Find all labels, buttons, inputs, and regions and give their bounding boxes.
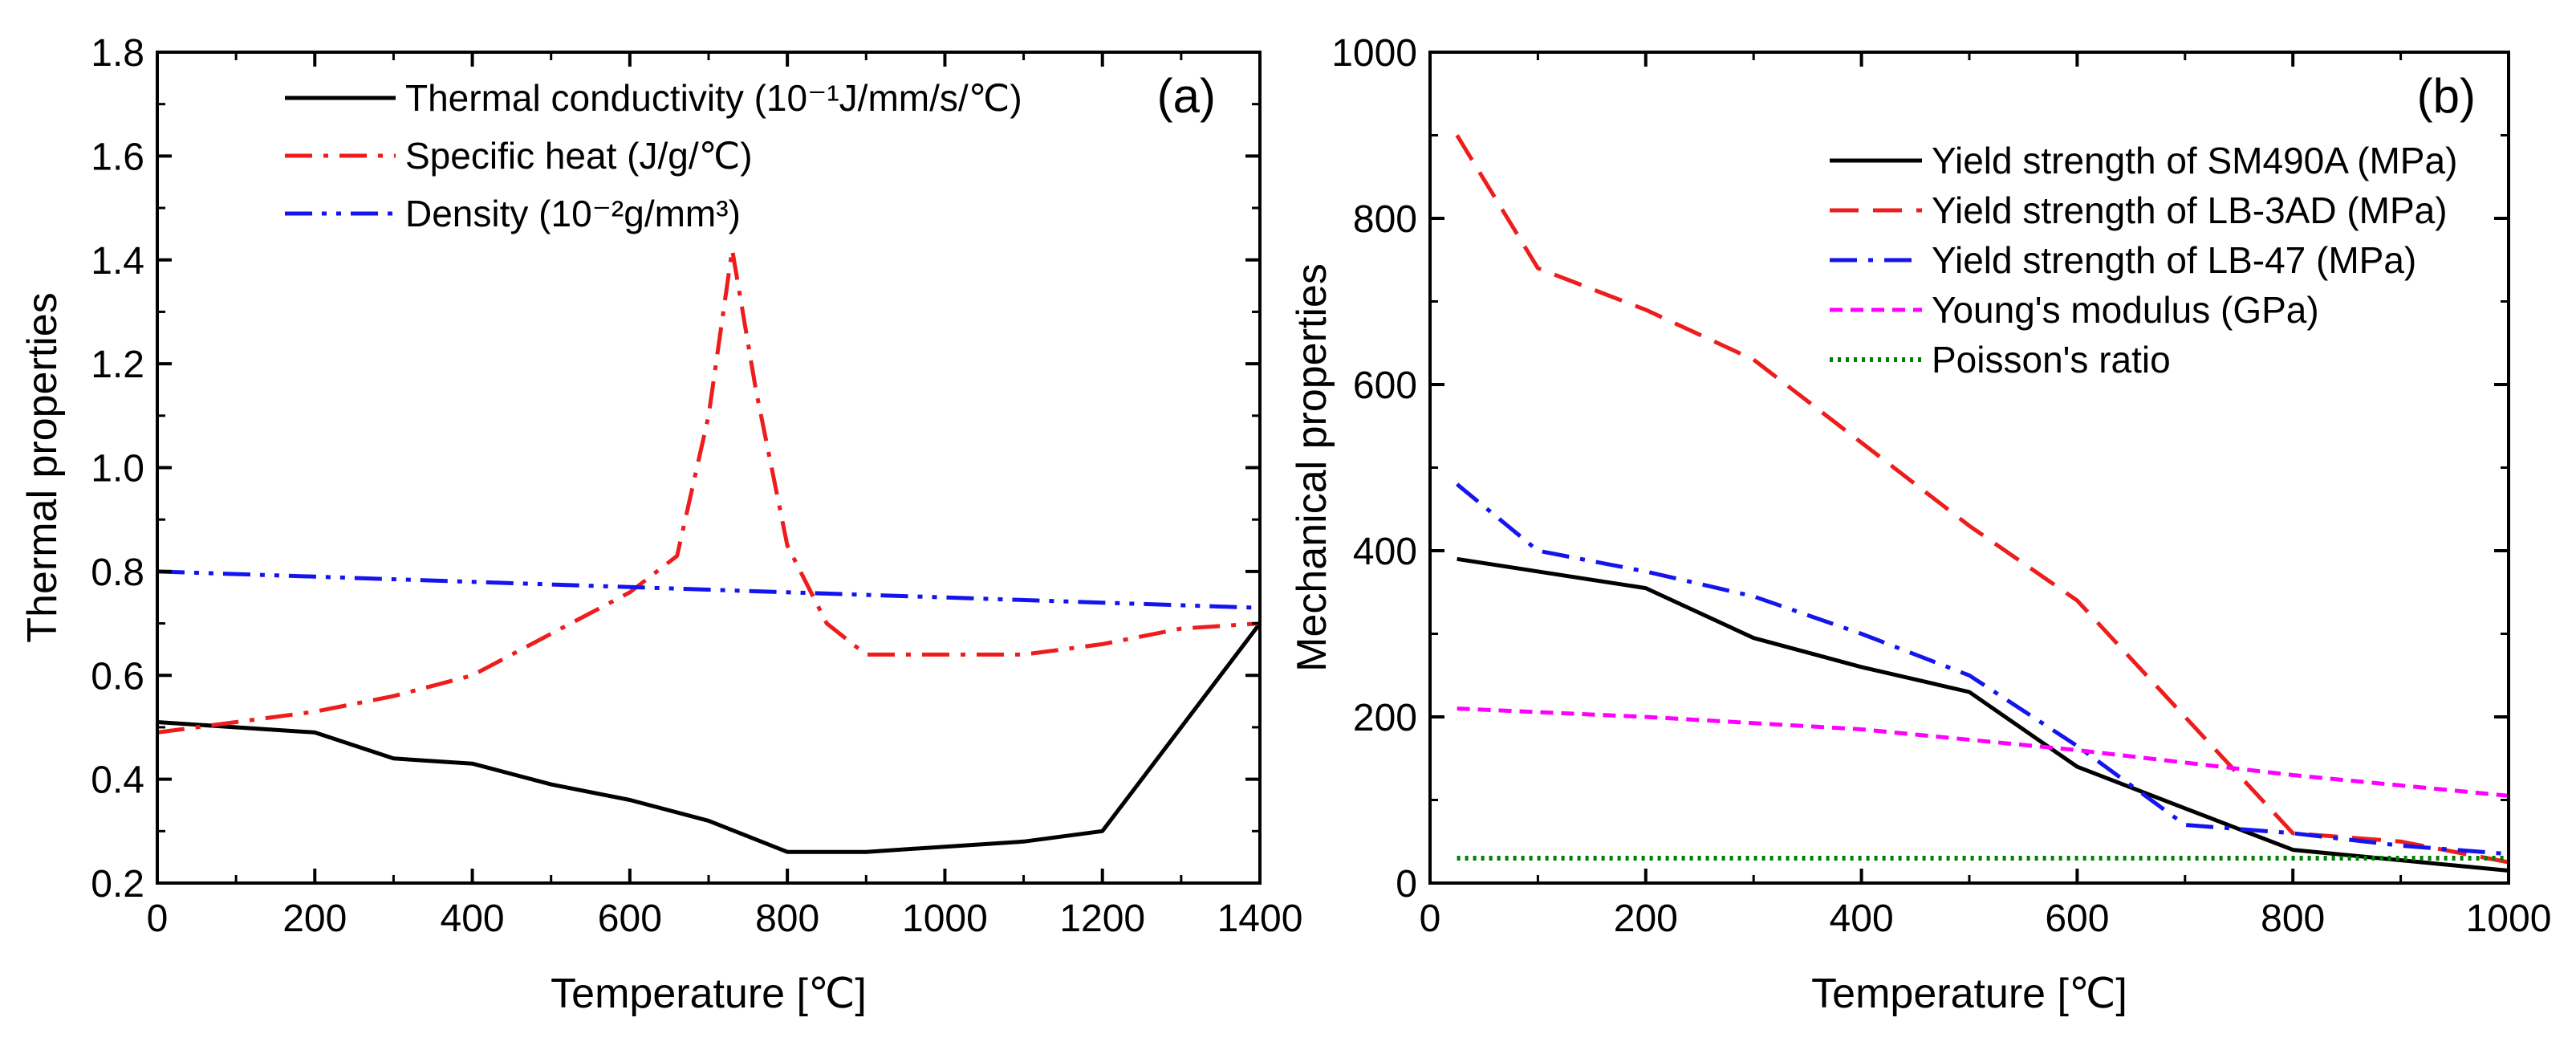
y-tick-label-b: 400 [1353, 531, 1417, 573]
x-axis-label-b: Temperature [℃] [1811, 971, 2127, 1017]
x-tick-label-a: 1200 [1059, 898, 1145, 940]
x-tick-label-b: 1000 [2466, 898, 2552, 940]
x-tick-label-a: 0 [147, 898, 169, 940]
series-group-b [1455, 134, 2509, 873]
x-tick-label-b: 600 [2045, 898, 2109, 940]
legend-label-b-1: Yield strength of SM490A (MPa) [1932, 140, 2457, 181]
legend-label-a-3: Density (10⁻²g/mm³) [405, 193, 741, 234]
series-line-a-3 [157, 569, 1260, 610]
legend-label-b-4: Young's modulus (GPa) [1932, 289, 2319, 331]
panel-label-a: (a) [1157, 69, 1216, 123]
x-tick-label-a: 200 [282, 898, 347, 940]
series-group-a [157, 247, 1260, 854]
x-tick-label-a: 1400 [1217, 898, 1303, 940]
y-tick-label-a: 1.2 [91, 344, 144, 386]
y-tick-label-a: 0.2 [91, 863, 144, 906]
y-tick-label-b: 600 [1353, 364, 1417, 407]
x-axis-label-a: Temperature [℃] [551, 971, 867, 1017]
x-tick-label-a: 400 [441, 898, 505, 940]
legend-label-a-2: Specific heat (J/g/℃) [405, 135, 753, 177]
legend-a: Thermal conductivity (10⁻¹J/mm/s/℃) Speci… [285, 77, 1022, 234]
series-line-b-4 [1457, 706, 2509, 798]
x-tick-label-b: 800 [2261, 898, 2325, 940]
legend-label-b-3: Yield strength of LB-47 (MPa) [1932, 239, 2416, 281]
legend-label-a-1: Thermal conductivity (10⁻¹J/mm/s/℃) [405, 77, 1022, 119]
y-axis-label-a: Thermal properties [19, 292, 66, 642]
chart-panel-a: 0 200 400 600 800 1000 1200 1400 0.2 0.4 0.6 0.8 1.0… [19, 32, 1302, 1017]
x-tick-label-b: 400 [1830, 898, 1894, 940]
x-tick-label-a: 600 [598, 898, 662, 940]
x-tick-label-b: 0 [1420, 898, 1441, 940]
y-tick-label-b: 0 [1396, 863, 1417, 906]
x-tick-label-b: 200 [1614, 898, 1678, 940]
legend-label-b-5: Poisson's ratio [1932, 339, 2171, 381]
chart-panel-b: 0 200 400 600 800 1000 0 200 400 600 800 1000 Temper… [1289, 32, 2551, 1017]
x-tick-label-a: 1000 [902, 898, 988, 940]
panel-label-b: (b) [2417, 69, 2476, 123]
y-tick-label-a: 1.0 [91, 448, 144, 491]
plot-frame-a [156, 51, 1262, 885]
y-tick-label-a: 0.8 [91, 552, 144, 594]
y-tick-label-b: 200 [1353, 697, 1417, 739]
y-tick-label-b: 1000 [1331, 32, 1417, 75]
x-tick-label-a: 800 [755, 898, 819, 940]
y-tick-label-a: 0.6 [91, 655, 144, 698]
series-line-b-1 [1457, 556, 2509, 873]
series-line-a-1 [157, 622, 1260, 854]
legend-label-b-2: Yield strength of LB-3AD (MPa) [1932, 189, 2448, 231]
legend-b: Yield strength of SM490A (MPa) Yield stre… [1830, 140, 2457, 381]
series-line-a-2 [157, 247, 1260, 735]
series-line-b-2 [1455, 134, 2509, 865]
y-tick-label-a: 1.4 [91, 240, 144, 283]
y-tick-label-a: 0.4 [91, 759, 144, 802]
y-tick-label-b: 800 [1353, 198, 1417, 241]
y-tick-label-a: 1.6 [91, 136, 144, 178]
y-axis-label-b: Mechanical properties [1289, 263, 1335, 672]
y-tick-label-a: 1.8 [91, 32, 144, 75]
series-line-b-3 [1456, 482, 2509, 857]
